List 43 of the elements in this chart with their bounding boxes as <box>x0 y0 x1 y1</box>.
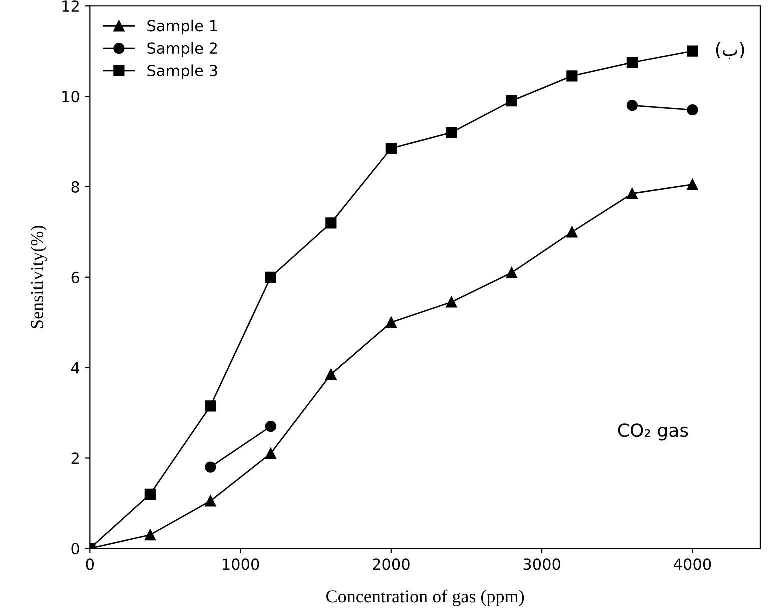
point <box>205 496 216 507</box>
y-tick-label: 12 <box>62 0 79 12</box>
x-axis-title: Concentration of gas (ppm) <box>326 590 524 606</box>
y-tick-label: 2 <box>72 452 79 464</box>
y-tick-label: 6 <box>72 272 80 284</box>
point <box>446 296 458 308</box>
y-tick-label: 8 <box>72 181 80 193</box>
point <box>386 142 397 154</box>
point <box>566 70 578 82</box>
y-axis-title: Sensitivity(%) <box>30 226 48 328</box>
point <box>386 317 397 328</box>
point <box>506 96 518 107</box>
point <box>265 272 276 283</box>
x-tick-label: 0 <box>86 558 94 570</box>
annotation: CO₂ gas <box>618 424 688 441</box>
point <box>626 57 638 68</box>
y-tick-label: 4 <box>71 362 80 374</box>
point <box>144 530 156 541</box>
point <box>326 218 337 229</box>
point <box>687 179 698 190</box>
annotation: (ب) <box>716 42 744 60</box>
x-tick-label: 1000 <box>223 558 260 570</box>
point <box>205 462 216 473</box>
point <box>626 188 638 200</box>
x-tick-label: 3000 <box>524 558 560 570</box>
x-tick-label: 2000 <box>373 558 410 570</box>
point <box>144 488 156 500</box>
point <box>626 100 638 112</box>
x-tick-label: 4000 <box>674 558 712 570</box>
point <box>446 127 458 138</box>
legend-label: Sample 3 <box>148 64 218 80</box>
point <box>205 400 216 412</box>
legend-label: Sample 2 <box>148 42 218 58</box>
point <box>687 104 698 116</box>
legend-label: Sample 1 <box>148 20 218 35</box>
point <box>326 369 337 380</box>
point <box>265 448 276 460</box>
y-tick-label: 10 <box>62 91 80 103</box>
point <box>265 421 276 432</box>
point <box>506 267 518 278</box>
y-tick-label: 0 <box>72 543 80 555</box>
point <box>687 46 698 57</box>
point <box>566 226 578 238</box>
